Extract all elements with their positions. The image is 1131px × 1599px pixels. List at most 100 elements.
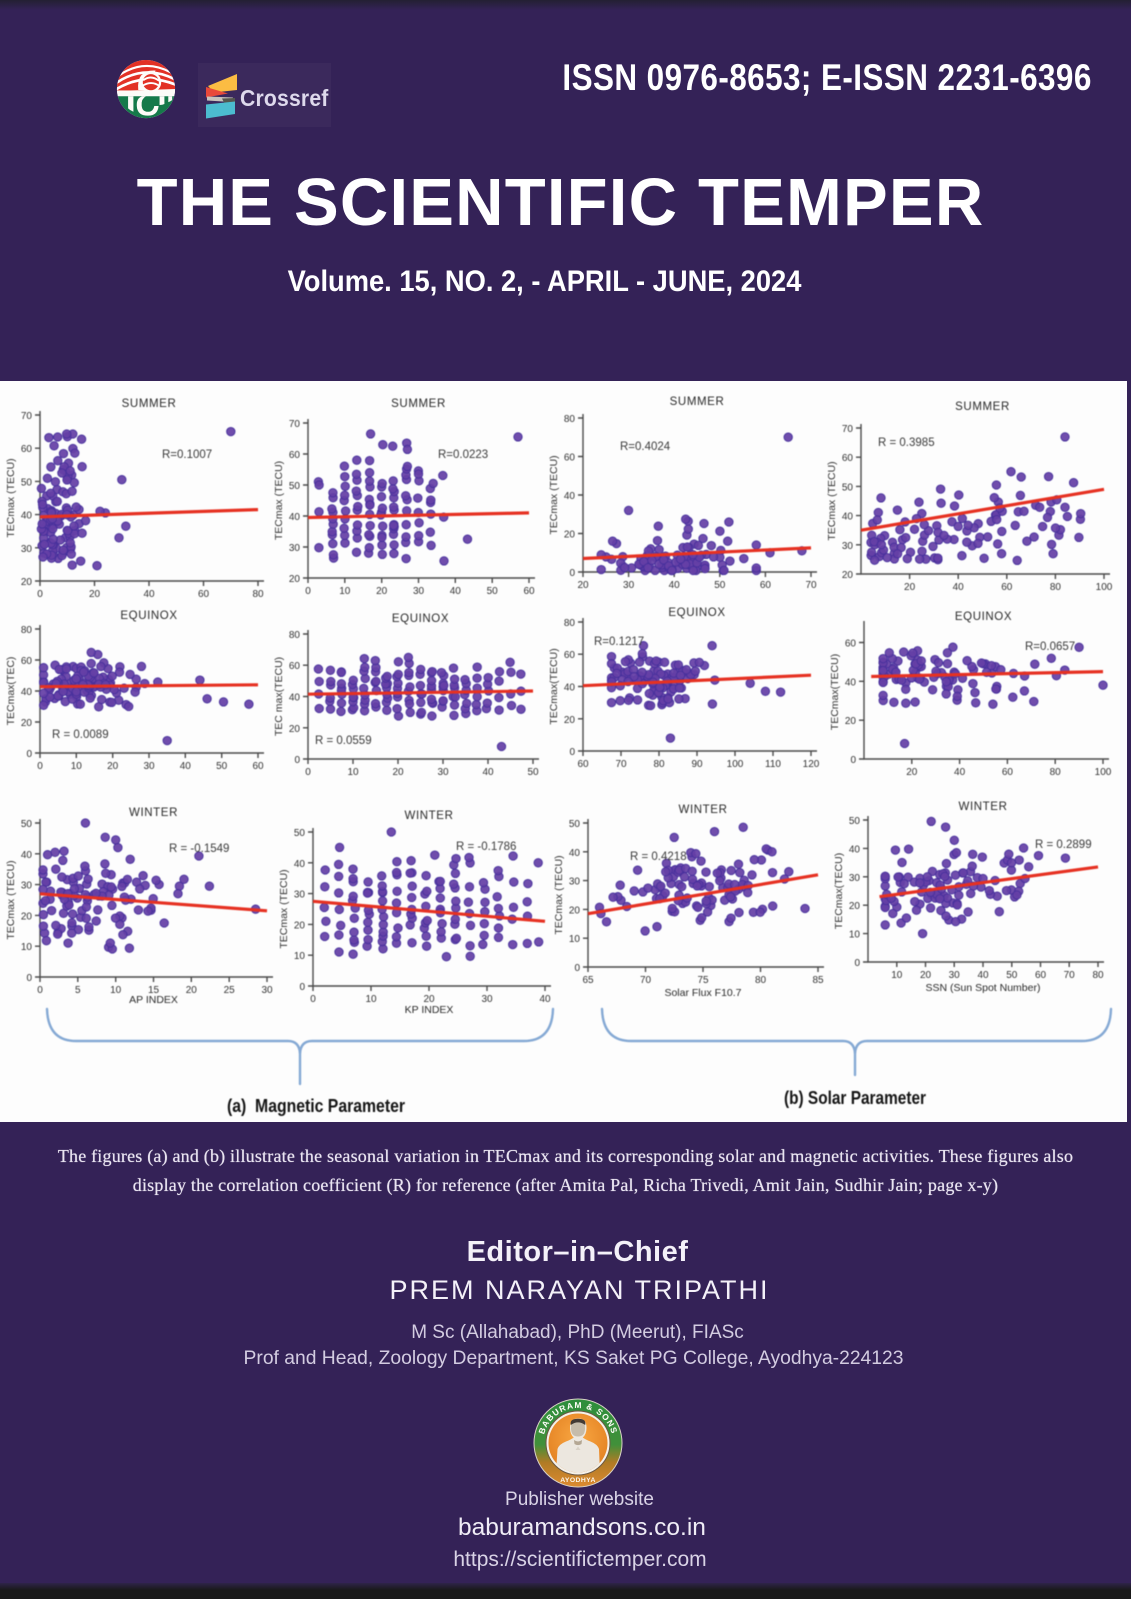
svg-text:TEC max(TECU): TEC max(TECU) <box>273 657 285 736</box>
svg-text:60: 60 <box>1002 767 1014 778</box>
svg-text:10: 10 <box>21 942 33 953</box>
svg-text:EQUINOX: EQUINOX <box>955 611 1012 623</box>
svg-text:20: 20 <box>107 761 119 772</box>
svg-text:60: 60 <box>760 580 772 591</box>
svg-text:50: 50 <box>21 819 33 830</box>
svg-text:0: 0 <box>305 586 311 597</box>
svg-text:TECmax (TECU): TECmax (TECU) <box>273 461 285 540</box>
svg-text:R = -0.1549: R = -0.1549 <box>169 843 229 855</box>
svg-text:30: 30 <box>623 580 635 591</box>
svg-text:70: 70 <box>615 759 627 770</box>
svg-text:10: 10 <box>339 586 351 597</box>
svg-text:10: 10 <box>294 951 306 962</box>
svg-text:20: 20 <box>842 570 854 581</box>
svg-text:80: 80 <box>1050 767 1062 778</box>
svg-text:30: 30 <box>261 985 273 996</box>
svg-text:120: 120 <box>803 759 820 770</box>
svg-text:TECmax (TECU): TECmax (TECU) <box>278 869 290 948</box>
svg-text:40: 40 <box>180 761 192 772</box>
svg-text:30: 30 <box>481 994 493 1005</box>
svg-text:10: 10 <box>569 934 581 945</box>
svg-text:WINTER: WINTER <box>405 810 454 822</box>
svg-text:50: 50 <box>216 761 228 772</box>
svg-text:60: 60 <box>577 759 589 770</box>
svg-text:85: 85 <box>812 975 824 986</box>
svg-text:40: 40 <box>669 580 681 591</box>
svg-text:100: 100 <box>727 759 744 770</box>
svg-text:20: 20 <box>564 530 576 541</box>
svg-text:60: 60 <box>523 586 535 597</box>
svg-text:50: 50 <box>1006 970 1018 981</box>
svg-text:TECmax (TECU): TECmax (TECU) <box>5 860 17 939</box>
svg-text:40: 40 <box>294 859 306 870</box>
svg-text:40: 40 <box>450 586 462 597</box>
svg-text:(a) Magnetic Parameter: (a) Magnetic Parameter <box>227 1096 405 1116</box>
svg-text:50: 50 <box>21 477 33 488</box>
svg-text:40: 40 <box>564 683 576 694</box>
svg-text:0: 0 <box>569 568 575 579</box>
svg-text:0: 0 <box>37 589 43 600</box>
svg-text:100: 100 <box>1096 582 1113 593</box>
svg-text:TECmax (TECU): TECmax (TECU) <box>826 461 838 540</box>
svg-text:0: 0 <box>574 963 580 974</box>
svg-text:40: 40 <box>289 512 301 523</box>
svg-text:60: 60 <box>21 444 33 455</box>
svg-text:20: 20 <box>376 586 388 597</box>
svg-text:80: 80 <box>1050 582 1062 593</box>
svg-text:30: 30 <box>949 970 961 981</box>
svg-text:R = 0.4218: R = 0.4218 <box>630 851 687 863</box>
svg-text:65: 65 <box>582 975 594 986</box>
svg-text:SUMMER: SUMMER <box>391 398 446 410</box>
svg-text:EQUINOX: EQUINOX <box>392 613 449 625</box>
svg-text:40: 40 <box>21 687 33 698</box>
svg-text:40: 40 <box>564 491 576 502</box>
svg-text:40: 40 <box>569 848 581 859</box>
svg-text:0: 0 <box>854 958 860 969</box>
svg-text:TECmax(TECU): TECmax(TECU) <box>829 654 841 730</box>
svg-text:30: 30 <box>842 541 854 552</box>
svg-text:25: 25 <box>224 985 236 996</box>
svg-text:50: 50 <box>849 816 861 827</box>
svg-text:10: 10 <box>849 930 861 941</box>
svg-text:EQUINOX: EQUINOX <box>120 610 177 622</box>
svg-text:60: 60 <box>198 589 210 600</box>
svg-text:20: 20 <box>569 905 581 916</box>
svg-text:80: 80 <box>564 618 576 629</box>
svg-text:20: 20 <box>89 589 101 600</box>
svg-text:(b) Solar Parameter: (b) Solar Parameter <box>784 1088 926 1108</box>
svg-text:R=0.4024: R=0.4024 <box>620 441 671 453</box>
svg-text:TECmax(TECU): TECmax(TECU) <box>548 648 560 724</box>
svg-text:40: 40 <box>21 511 33 522</box>
svg-text:20: 20 <box>21 718 33 729</box>
svg-text:0: 0 <box>37 761 43 772</box>
svg-text:90: 90 <box>691 759 703 770</box>
svg-text:TECmax(TECU): TECmax(TECU) <box>833 853 845 929</box>
svg-text:R = 0.3985: R = 0.3985 <box>878 437 935 449</box>
svg-text:15: 15 <box>148 985 160 996</box>
svg-text:60: 60 <box>842 453 854 464</box>
svg-text:30: 30 <box>21 544 33 555</box>
svg-text:SSN (Sun Spot Number): SSN (Sun Spot Number) <box>926 982 1041 994</box>
svg-text:40: 40 <box>143 589 155 600</box>
svg-text:0: 0 <box>26 749 32 760</box>
svg-text:20: 20 <box>845 716 857 727</box>
svg-text:50: 50 <box>289 481 301 492</box>
svg-text:80: 80 <box>1092 970 1104 981</box>
svg-text:0: 0 <box>305 767 311 778</box>
svg-text:20: 20 <box>906 767 918 778</box>
svg-text:20: 20 <box>289 724 301 735</box>
svg-text:R = 0.0559: R = 0.0559 <box>315 735 372 747</box>
svg-text:20: 20 <box>920 970 932 981</box>
svg-text:60: 60 <box>845 639 857 650</box>
svg-text:SUMMER: SUMMER <box>670 396 725 408</box>
svg-text:30: 30 <box>294 890 306 901</box>
svg-text:60: 60 <box>564 453 576 464</box>
svg-text:80: 80 <box>289 630 301 641</box>
svg-text:0: 0 <box>299 982 305 993</box>
svg-text:40: 40 <box>482 767 494 778</box>
svg-text:40: 40 <box>539 994 551 1005</box>
svg-text:WINTER: WINTER <box>129 807 178 819</box>
svg-text:40: 40 <box>849 844 861 855</box>
svg-text:70: 70 <box>289 419 301 430</box>
svg-text:50: 50 <box>842 482 854 493</box>
